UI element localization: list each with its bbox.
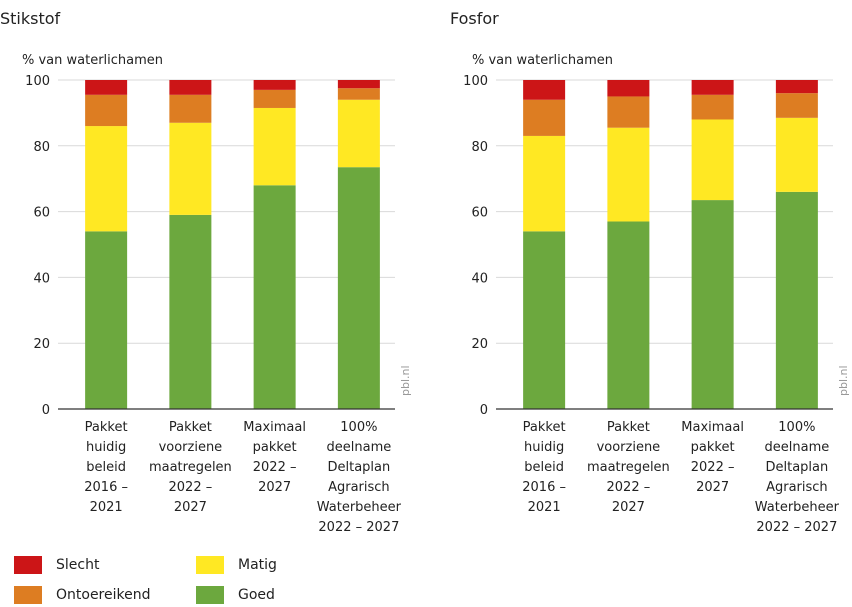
bar-segment-slecht <box>337 80 380 89</box>
x-category-label: Pakket huidig beleid 2016 –2021 <box>84 420 128 515</box>
y-tick-label: 60 <box>33 206 50 221</box>
chart-title: Stikstof <box>0 9 61 28</box>
bar-segment-ontoereikend <box>775 93 818 118</box>
x-category-label: Pakket huidig beleid 2016 –2021 <box>522 420 566 515</box>
bar-segment-ontoereikend <box>337 88 380 100</box>
bar-segment-slecht <box>607 80 650 97</box>
bar-segment-slecht <box>523 80 566 100</box>
bar-segment-ontoereikend <box>85 94 128 127</box>
y-tick-label: 0 <box>480 403 488 418</box>
x-category-label: Maximaal pakket 2022 –2027 <box>681 420 744 495</box>
bar-segment-matig <box>775 117 818 192</box>
y-tick-label: 100 <box>25 74 50 89</box>
y-tick-label: 40 <box>471 271 488 286</box>
bar-segment-ontoereikend <box>253 89 296 108</box>
y-tick-label: 80 <box>33 140 50 155</box>
bar-segment-matig <box>253 107 296 186</box>
bar-segment-ontoereikend <box>523 99 566 136</box>
legend-swatch-goed <box>196 586 224 604</box>
bar-segment-ontoereikend <box>607 96 650 128</box>
y-axis-label: % van waterlichamen <box>472 53 613 68</box>
watermark-text: pbl.nl <box>399 365 412 396</box>
bar-segment-goed <box>169 214 212 409</box>
bar-segment-goed <box>691 200 734 409</box>
legend-item-ontoereikend: Ontoereikend <box>14 586 151 604</box>
legend-label-matig: Matig <box>238 557 277 573</box>
legend-item-goed: Goed <box>196 586 275 604</box>
legend-swatch-ontoereikend <box>14 586 42 604</box>
bar-segment-matig <box>607 127 650 222</box>
chart-title: Fosfor <box>450 9 499 28</box>
legend-item-matig: Matig <box>196 556 277 574</box>
x-category-label: 100% deelname Deltaplan Agrarisch Waterbehee… <box>755 420 840 535</box>
watermark-text: pbl.nl <box>837 365 850 396</box>
y-axis-label: % van waterlichamen <box>22 53 163 68</box>
y-tick-label: 0 <box>42 403 50 418</box>
bar-segment-slecht <box>691 80 734 95</box>
legend-swatch-matig <box>196 556 224 574</box>
bar-segment-slecht <box>169 80 212 95</box>
bar-segment-slecht <box>85 80 128 95</box>
y-tick-label: 100 <box>463 74 488 89</box>
bar-segment-goed <box>775 191 818 409</box>
y-tick-label: 60 <box>471 206 488 221</box>
bar-segment-goed <box>85 231 128 409</box>
y-tick-label: 20 <box>471 337 488 352</box>
bar-segment-goed <box>607 221 650 409</box>
bar-segment-matig <box>85 126 128 232</box>
x-category-label: Maximaal pakket 2022 –2027 <box>243 420 306 495</box>
x-category-label: Pakket voorziene maatregelen 2022 –2027 <box>149 420 232 515</box>
bar-segment-goed <box>337 167 380 409</box>
legend-item-slecht: Slecht <box>14 556 99 574</box>
bar-segment-matig <box>691 119 734 201</box>
bar-segment-ontoereikend <box>691 94 734 120</box>
bar-segment-slecht <box>775 80 818 94</box>
y-tick-label: 80 <box>471 140 488 155</box>
x-category-label: Pakket voorziene maatregelen 2022 –2027 <box>587 420 670 515</box>
bar-segment-goed <box>523 231 566 409</box>
bar-segment-matig <box>523 135 566 232</box>
legend-swatch-slecht <box>14 556 42 574</box>
bar-segment-ontoereikend <box>169 94 212 123</box>
bar-segment-matig <box>169 122 212 215</box>
chart-panel-fosfor: Fosfor % van waterlichamen 0 20 40 60 80 100 Pak… <box>450 9 850 535</box>
bar-segment-matig <box>337 99 380 168</box>
y-tick-label: 20 <box>33 337 50 352</box>
legend-label-ontoereikend: Ontoereikend <box>56 587 151 603</box>
bar-segment-slecht <box>253 80 296 90</box>
legend-label-slecht: Slecht <box>56 557 100 573</box>
y-tick-label: 40 <box>33 271 50 286</box>
x-category-label: 100% deelname Deltaplan Agrarisch Waterbehee… <box>317 420 402 535</box>
bar-segment-goed <box>253 185 296 409</box>
legend-label-goed: Goed <box>238 587 275 603</box>
chart-panel-stikstof: Stikstof % van waterlichamen 0 20 40 60 80 100 P… <box>0 9 412 535</box>
